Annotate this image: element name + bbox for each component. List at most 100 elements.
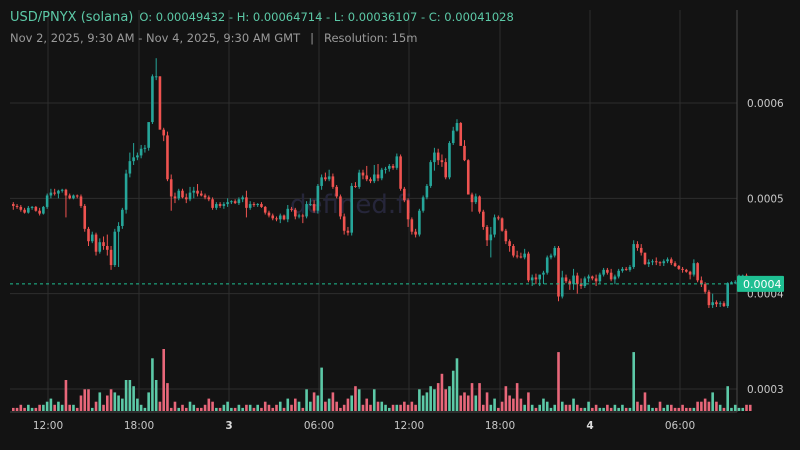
date-range: Nov 2, 2025, 9:30 AM - Nov 4, 2025, 9:30… (10, 31, 301, 45)
volume-bar (139, 404, 143, 411)
candle-body (83, 205, 87, 229)
candle-body (290, 208, 293, 210)
candle-body (147, 122, 150, 148)
volume-bar (117, 395, 120, 411)
volume-bar (436, 383, 440, 411)
candle-body (455, 123, 459, 131)
volume-bar (685, 407, 688, 411)
candle-body (410, 219, 414, 232)
volume-bar (38, 404, 41, 411)
candle-body (222, 204, 226, 206)
volume-bar (301, 407, 305, 411)
candle-body (158, 76, 162, 130)
volume-bar (316, 395, 320, 411)
volume-bar (737, 407, 741, 411)
volume-bar (350, 395, 353, 411)
volume-bar (339, 407, 342, 411)
candle-body (309, 204, 312, 206)
candle-body (722, 303, 726, 307)
last-price-badge: 0.0004 (737, 275, 784, 292)
candle-body (403, 188, 406, 201)
time-tick-label: 06:00 (665, 420, 695, 432)
volume-bar (260, 407, 263, 411)
time-tick-label: 18:00 (124, 420, 154, 432)
volume-bar (425, 392, 429, 411)
volume-bar (271, 407, 275, 411)
candle-body (94, 234, 98, 252)
volume-bar (463, 392, 466, 411)
candle-body (718, 303, 722, 305)
volume-bar (369, 404, 372, 411)
candle-body (470, 194, 474, 203)
volume-bar (519, 398, 523, 411)
candle-body (715, 302, 718, 305)
volume-bar (410, 401, 414, 411)
candles[interactable] (12, 58, 752, 308)
candle-body (136, 155, 139, 158)
volume-bar (106, 395, 109, 411)
candle-body (342, 216, 346, 231)
candle-body (169, 179, 173, 197)
time-tick-label: 3 (225, 420, 232, 432)
time-axis[interactable]: 12:00 18:00 3 06:00 12:00 18:00 4 06:00 (33, 420, 695, 432)
volume-bar (361, 404, 365, 411)
volume-bar (459, 395, 463, 411)
time-tick-label: 4 (586, 420, 593, 432)
candle-body (42, 206, 45, 214)
volume-bar (27, 404, 30, 411)
volume-bar (79, 395, 83, 411)
volume-bar (90, 407, 94, 411)
volume-bar (587, 401, 590, 411)
candle-body (700, 280, 703, 285)
volume-bar (34, 407, 38, 411)
candle-body (545, 257, 549, 273)
candle-body (658, 262, 662, 264)
candle-body (504, 230, 508, 242)
candle-body (294, 209, 297, 217)
candle-body (395, 156, 399, 168)
candle-body (557, 247, 560, 297)
candle-body (335, 186, 338, 197)
volume-bar (49, 398, 53, 411)
volume-bar (448, 386, 451, 411)
volume-bar (617, 407, 620, 411)
candle-body (263, 206, 267, 213)
candle-body (301, 215, 305, 217)
candle-body (339, 196, 342, 217)
candle-body (628, 266, 632, 270)
volume-bar (294, 398, 297, 411)
candle-body (139, 148, 143, 156)
candle-body (90, 234, 94, 242)
candle-body (482, 211, 485, 227)
candle-body (564, 277, 568, 282)
volume-bar (248, 404, 252, 411)
volume-bar (654, 407, 658, 411)
volume-bar (388, 407, 391, 411)
candle-body (632, 244, 635, 267)
time-tick-label: 12:00 (394, 420, 424, 432)
price-tick-label: 0.0006 (747, 98, 784, 110)
candle-body (497, 217, 500, 219)
candle-body (331, 176, 335, 187)
candle-body (248, 204, 252, 208)
volume-bar (715, 401, 718, 411)
candle-body (27, 207, 30, 213)
candle-body (643, 252, 647, 265)
volume-bar (286, 398, 290, 411)
volume-bar (102, 404, 105, 411)
candle-body (711, 302, 714, 306)
volume-bar (64, 380, 68, 411)
volume-bar (545, 401, 549, 411)
volume-bar (256, 404, 259, 411)
candle-body (399, 156, 402, 189)
candle-body (515, 255, 519, 257)
volume-bar (658, 401, 662, 411)
volume-bar (718, 404, 722, 411)
volume-bar (162, 349, 165, 411)
volume-bar (466, 395, 470, 411)
candle-body (602, 269, 605, 275)
volume-bar (275, 404, 278, 411)
volume-bar (68, 404, 71, 411)
